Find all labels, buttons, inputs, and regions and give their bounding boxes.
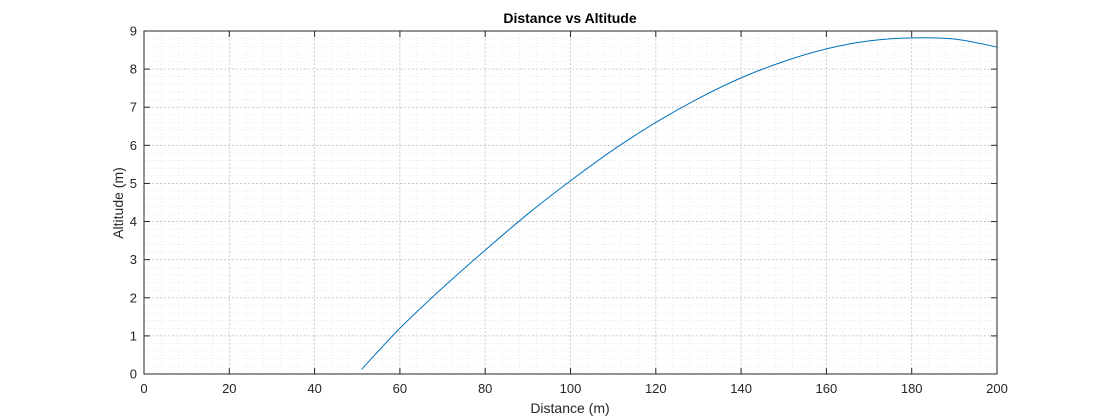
y-tick-label: 4 bbox=[130, 214, 137, 229]
x-tick-label: 80 bbox=[478, 381, 492, 396]
x-tick-label: 180 bbox=[901, 381, 923, 396]
y-tick-label: 2 bbox=[130, 290, 137, 305]
y-axis-label: Altitude (m) bbox=[110, 167, 126, 239]
x-axis-label: Distance (m) bbox=[530, 400, 609, 416]
chart-title: Distance vs Altitude bbox=[503, 10, 637, 26]
x-axis-ticks: 0 20 40 60 80 100 120 140 160 180 200 bbox=[140, 31, 1008, 396]
x-tick-label: 120 bbox=[645, 381, 667, 396]
x-tick-label: 60 bbox=[393, 381, 407, 396]
x-tick-label: 20 bbox=[222, 381, 236, 396]
series-line-0 bbox=[361, 37, 998, 370]
y-axis-ticks: 0 1 2 3 4 5 6 7 8 9 bbox=[130, 24, 997, 382]
x-tick-label: 200 bbox=[986, 381, 1008, 396]
y-tick-label: 9 bbox=[130, 24, 137, 39]
series-layer bbox=[361, 37, 998, 370]
y-tick-label: 6 bbox=[130, 138, 137, 153]
y-tick-label: 8 bbox=[130, 62, 137, 77]
x-tick-label: 100 bbox=[560, 381, 582, 396]
y-tick-label: 0 bbox=[130, 367, 137, 382]
x-tick-label: 40 bbox=[307, 381, 321, 396]
x-tick-label: 140 bbox=[730, 381, 752, 396]
y-tick-label: 3 bbox=[130, 252, 137, 267]
y-tick-label: 5 bbox=[130, 176, 137, 191]
x-tick-label: 0 bbox=[140, 381, 147, 396]
y-tick-label: 7 bbox=[130, 100, 137, 115]
x-tick-label: 160 bbox=[816, 381, 838, 396]
y-tick-label: 1 bbox=[130, 328, 137, 343]
